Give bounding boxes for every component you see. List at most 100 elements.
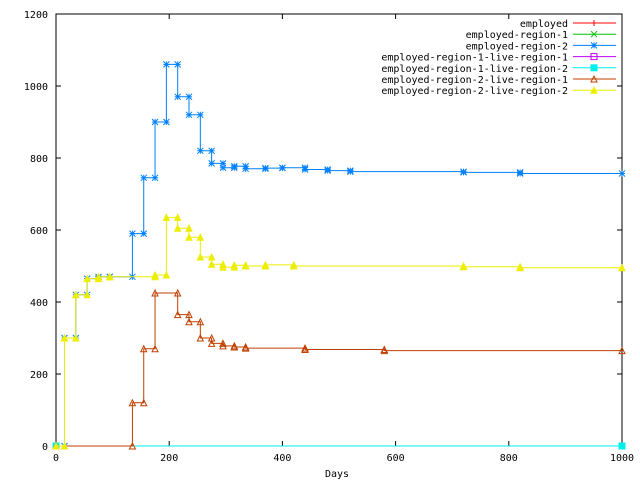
data-point [618, 442, 626, 450]
data-point [346, 168, 354, 176]
data-point [151, 288, 159, 297]
series-line [56, 292, 622, 447]
data-point [128, 441, 137, 450]
legend-label: employed [520, 19, 568, 30]
data-point [207, 260, 216, 268]
data-point [196, 111, 204, 119]
legend-marker [590, 86, 598, 94]
data-point [301, 345, 309, 354]
legend-label: employed-region-1 [466, 30, 568, 41]
x-tick-label: 800 [500, 453, 518, 464]
series-employed-region-2-live-region-1 [52, 288, 626, 450]
data-point [230, 261, 239, 269]
data-point [516, 263, 524, 272]
data-point [139, 398, 148, 407]
data-point [207, 252, 216, 261]
tick-labels: 0 200 400 600 800 1000 0 200 400 600 800 1000 1200 [24, 10, 634, 464]
x-tick-label: 0 [53, 453, 59, 464]
data-point [185, 93, 193, 101]
legend-entry: employed-region-2-live-region-1 [381, 74, 616, 86]
data-point [618, 170, 626, 177]
x-tick-label: 600 [387, 453, 405, 464]
data-point [162, 213, 171, 221]
data-point [185, 111, 193, 119]
data-point [289, 261, 298, 270]
series-line [56, 216, 622, 447]
data-point [301, 343, 309, 352]
x-tick-label: 200 [160, 453, 178, 464]
data-point [139, 344, 148, 353]
data-point [151, 344, 159, 353]
data-point [151, 174, 159, 182]
legend-label: employed-region-2-live-region-1 [381, 75, 568, 86]
data-point [185, 317, 193, 326]
x-axis-label: Days [325, 469, 349, 480]
data-point [105, 272, 114, 281]
legend-marker [590, 30, 598, 38]
legend-marker [591, 20, 597, 26]
data-point [185, 224, 193, 232]
data-point [618, 263, 626, 272]
y-tick-label: 1000 [24, 82, 48, 93]
data-point [173, 224, 182, 232]
data-point [380, 346, 389, 355]
data-point [163, 118, 170, 126]
data-point [242, 165, 249, 173]
legend-entry: employed-region-2-live-region-2 [381, 86, 616, 97]
legend-label: employed-region-1-live-region-2 [381, 64, 568, 75]
data-point [279, 164, 286, 172]
legend-entry: employed-region-1-live-region-1 [381, 53, 616, 64]
data-point [301, 166, 309, 173]
data-point [241, 343, 250, 352]
y-tick-label: 600 [30, 226, 48, 237]
data-point [618, 346, 626, 355]
data-point [83, 290, 91, 299]
data-point [196, 333, 205, 342]
data-point [128, 398, 137, 407]
data-point [219, 262, 227, 271]
data-point [94, 272, 103, 281]
data-point [241, 261, 250, 270]
data-point [324, 167, 332, 174]
x-tick-label: 400 [273, 453, 291, 464]
data-point [151, 270, 159, 279]
data-point [173, 288, 182, 297]
data-point [196, 252, 205, 261]
data-point [140, 230, 148, 237]
series-employed-region-2 [52, 61, 626, 450]
data-point [60, 441, 69, 450]
legend-label: employed-region-2-live-region-2 [381, 86, 568, 97]
data-point [196, 233, 205, 241]
data-point [208, 160, 216, 167]
data-point [72, 290, 80, 299]
data-point [162, 270, 171, 279]
y-tick-label: 0 [42, 442, 48, 453]
y-tick-label: 400 [30, 298, 48, 309]
data-point [208, 147, 216, 155]
data-point [185, 233, 193, 241]
legend-marker [590, 42, 598, 49]
data-point [185, 310, 193, 319]
data-point [52, 441, 60, 450]
data-point [459, 262, 468, 271]
series-employed-region-2-live-region-2 [52, 213, 626, 450]
legend-entry: employed-region-1 [466, 30, 616, 41]
series-employed-region-1-live-region-2 [52, 442, 626, 450]
data-point [163, 61, 170, 68]
legend-marker [590, 53, 598, 61]
series-group [52, 61, 626, 450]
data-point [219, 341, 227, 350]
data-point [174, 93, 182, 101]
y-tick-label: 800 [30, 154, 48, 165]
data-point [516, 170, 524, 177]
data-point [196, 147, 204, 155]
data-point [140, 174, 148, 182]
legend-entry: employed [520, 19, 616, 30]
data-point [219, 339, 227, 347]
y-tick-label: 200 [30, 370, 48, 381]
data-point [230, 342, 239, 351]
data-point [219, 164, 227, 172]
data-point [129, 230, 136, 237]
